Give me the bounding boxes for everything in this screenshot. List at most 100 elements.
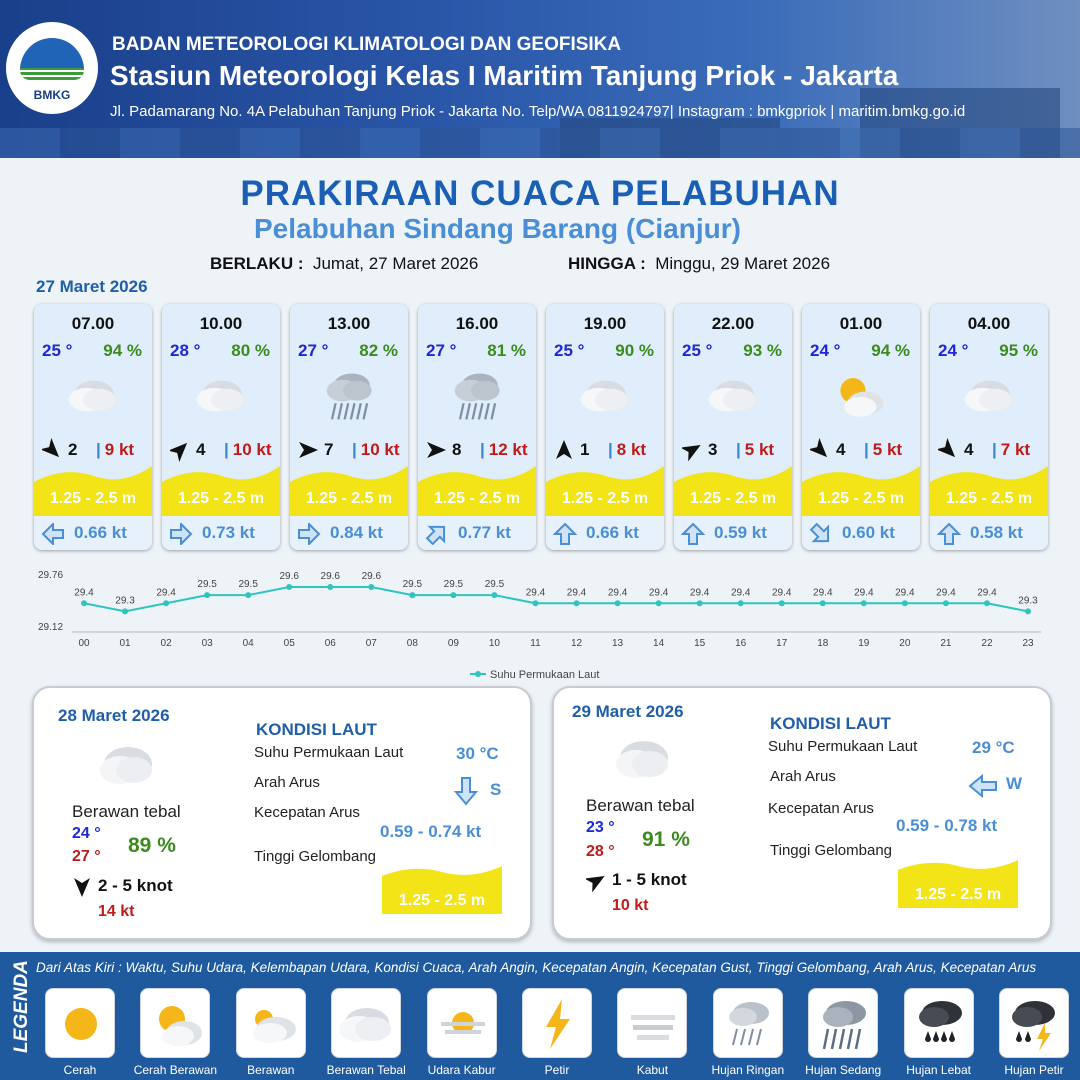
sst-point (1025, 608, 1031, 615)
sst-point (122, 608, 129, 615)
card-time: 13.00 (327, 314, 371, 333)
sst-data-label: 29.4 (936, 587, 956, 598)
berawan-tebal-icon (68, 380, 116, 412)
current-direction-icon (298, 523, 321, 545)
card-humidity: 81 % (487, 341, 526, 360)
valid-to-label: HINGGA : (568, 254, 646, 273)
current-arrow-south-icon (454, 777, 478, 806)
wave-height-icon (802, 466, 920, 516)
card-wave-height: 1.25 - 2.5 m (689, 490, 777, 507)
card-wind-speed: 8 (452, 440, 462, 459)
sst-point (819, 600, 826, 607)
day3-temp-max: 28 ° (586, 843, 615, 860)
day2-current-dir: S (490, 780, 502, 799)
card-wave-height: 1.25 - 2.5 m (817, 490, 905, 507)
card-wind-speed: 4 (964, 440, 974, 459)
sst-point (983, 600, 990, 607)
current-direction-icon (809, 523, 830, 543)
hourly-card: 10.00 28 ° 80 % 4 | 10 kt 1.25 - 2.5 m 0.73 kt (162, 304, 280, 550)
hujan-ringan-icon (454, 373, 500, 420)
x-tick-label: 07 (366, 638, 378, 649)
card-time: 04.00 (967, 314, 1011, 333)
hourly-card: 19.00 25 ° 90 % 1 | 8 kt 1.25 - 2.5 m 0.66 kt (546, 304, 664, 550)
card-current-panel (930, 516, 1048, 550)
x-tick-label: 14 (653, 638, 665, 649)
legend-item (522, 988, 592, 1058)
station-address: Jl. Padamarang No. 4A Pelabuhan Tanjung … (110, 103, 966, 120)
card-time: 16.00 (455, 314, 499, 333)
sst-data-label: 29.5 (238, 579, 258, 590)
current-direction-icon (936, 523, 962, 545)
sst-data-label: 29.4 (854, 587, 874, 598)
sst-point (901, 600, 908, 607)
current-direction-icon (41, 523, 64, 545)
hujan-ringan-icon (326, 373, 372, 420)
wind-direction-icon (586, 876, 605, 892)
sst-data-label: 29.6 (279, 571, 299, 582)
sst-data-label: 29.5 (485, 579, 505, 590)
berawan-tebal-icon (616, 741, 668, 778)
card-wave-height: 1.25 - 2.5 m (305, 490, 393, 507)
x-tick-label: 16 (735, 638, 747, 649)
y-max-label: 29.76 (38, 570, 63, 581)
day2-kondisi-title: KONDISI LAUT (256, 720, 377, 739)
day2-sst: 30 °C (456, 744, 499, 763)
x-tick-label: 04 (243, 638, 255, 649)
card-humidity: 80 % (231, 341, 270, 360)
x-tick-label: 22 (981, 638, 993, 649)
card-wind-speed: 4 (836, 440, 846, 459)
x-tick-label: 15 (694, 638, 706, 649)
legend-item-label: Cerah Berawan (133, 1063, 218, 1077)
sst-data-label: 29.4 (731, 587, 751, 598)
card-current-speed: 0.58 kt (970, 523, 1023, 542)
legend-item (140, 988, 211, 1058)
x-tick-label: 08 (407, 638, 419, 649)
card-current-speed: 0.77 kt (458, 523, 511, 542)
sst-point (491, 592, 498, 599)
card-gust: | 5 kt (864, 440, 903, 459)
day3-date: 29 Maret 2026 (572, 702, 684, 721)
card-temperature: 24 ° (938, 341, 969, 360)
card-humidity: 94 % (103, 341, 142, 360)
wind-direction-icon (938, 438, 956, 458)
day2-temp-max: 27 ° (72, 848, 101, 865)
wind-direction-icon (556, 440, 572, 459)
card-current-panel (674, 516, 792, 550)
valid-to-value: Minggu, 29 Maret 2026 (655, 254, 831, 273)
legend-item-label: Udara Kabur (427, 1063, 496, 1077)
berawan-tebal-icon (580, 380, 628, 412)
page-title: PRAKIRAAN CUACA PELABUHAN (240, 174, 840, 213)
legend-swatch-dot (475, 671, 481, 677)
card-current-panel (34, 516, 152, 550)
sst-data-label: 29.6 (321, 571, 341, 582)
sst-data-label: 29.3 (115, 595, 135, 606)
card-time: 22.00 (711, 314, 755, 333)
valid-from-value: Jumat, 27 Maret 2026 (312, 254, 479, 273)
sst-series-line (83, 586, 1029, 613)
wave-height-icon (290, 466, 408, 516)
sst-point (409, 592, 416, 599)
sst-point (860, 600, 867, 607)
hourly-card: 07.00 25 ° 94 % 2 | 9 kt 1.25 - 2.5 m 0.66 kt (34, 304, 152, 550)
card-humidity: 90 % (615, 341, 654, 360)
card-current-speed: 0.66 kt (74, 523, 127, 542)
x-tick-label: 05 (284, 638, 296, 649)
sst-point (286, 584, 293, 590)
day2-wind-speed: 2 - 5 knot (98, 876, 173, 895)
day2-wave-label: Tinggi Gelombang (254, 848, 377, 865)
day3-wave: 1.25 - 2.5 m (914, 886, 1002, 903)
day2-current-speed: 0.59 - 0.74 kt (380, 822, 482, 841)
card-current-speed: 0.73 kt (202, 523, 255, 542)
hourly-card: 01.00 24 ° 94 % 4 | 5 kt 1.25 - 2.5 m 0.60 kt (802, 304, 920, 550)
card-gust: | 10 kt (352, 440, 400, 459)
wave-height-icon (546, 466, 664, 516)
sst-data-label: 29.4 (813, 587, 833, 598)
wave-height-icon (382, 866, 502, 914)
sst-chart: 29.76 29.12 29.4 00 29.3 01 29.4 02 29.5 03 29.5 04… (38, 570, 1041, 681)
legend-item (903, 988, 974, 1058)
card-wave-height: 1.25 - 2.5 m (945, 490, 1033, 507)
y-min-label: 29.12 (38, 622, 63, 633)
card-time: 19.00 (583, 314, 627, 333)
legend-item-label: Hujan Lebat (906, 1063, 971, 1077)
day2-temp-min: 24 ° (72, 825, 101, 842)
